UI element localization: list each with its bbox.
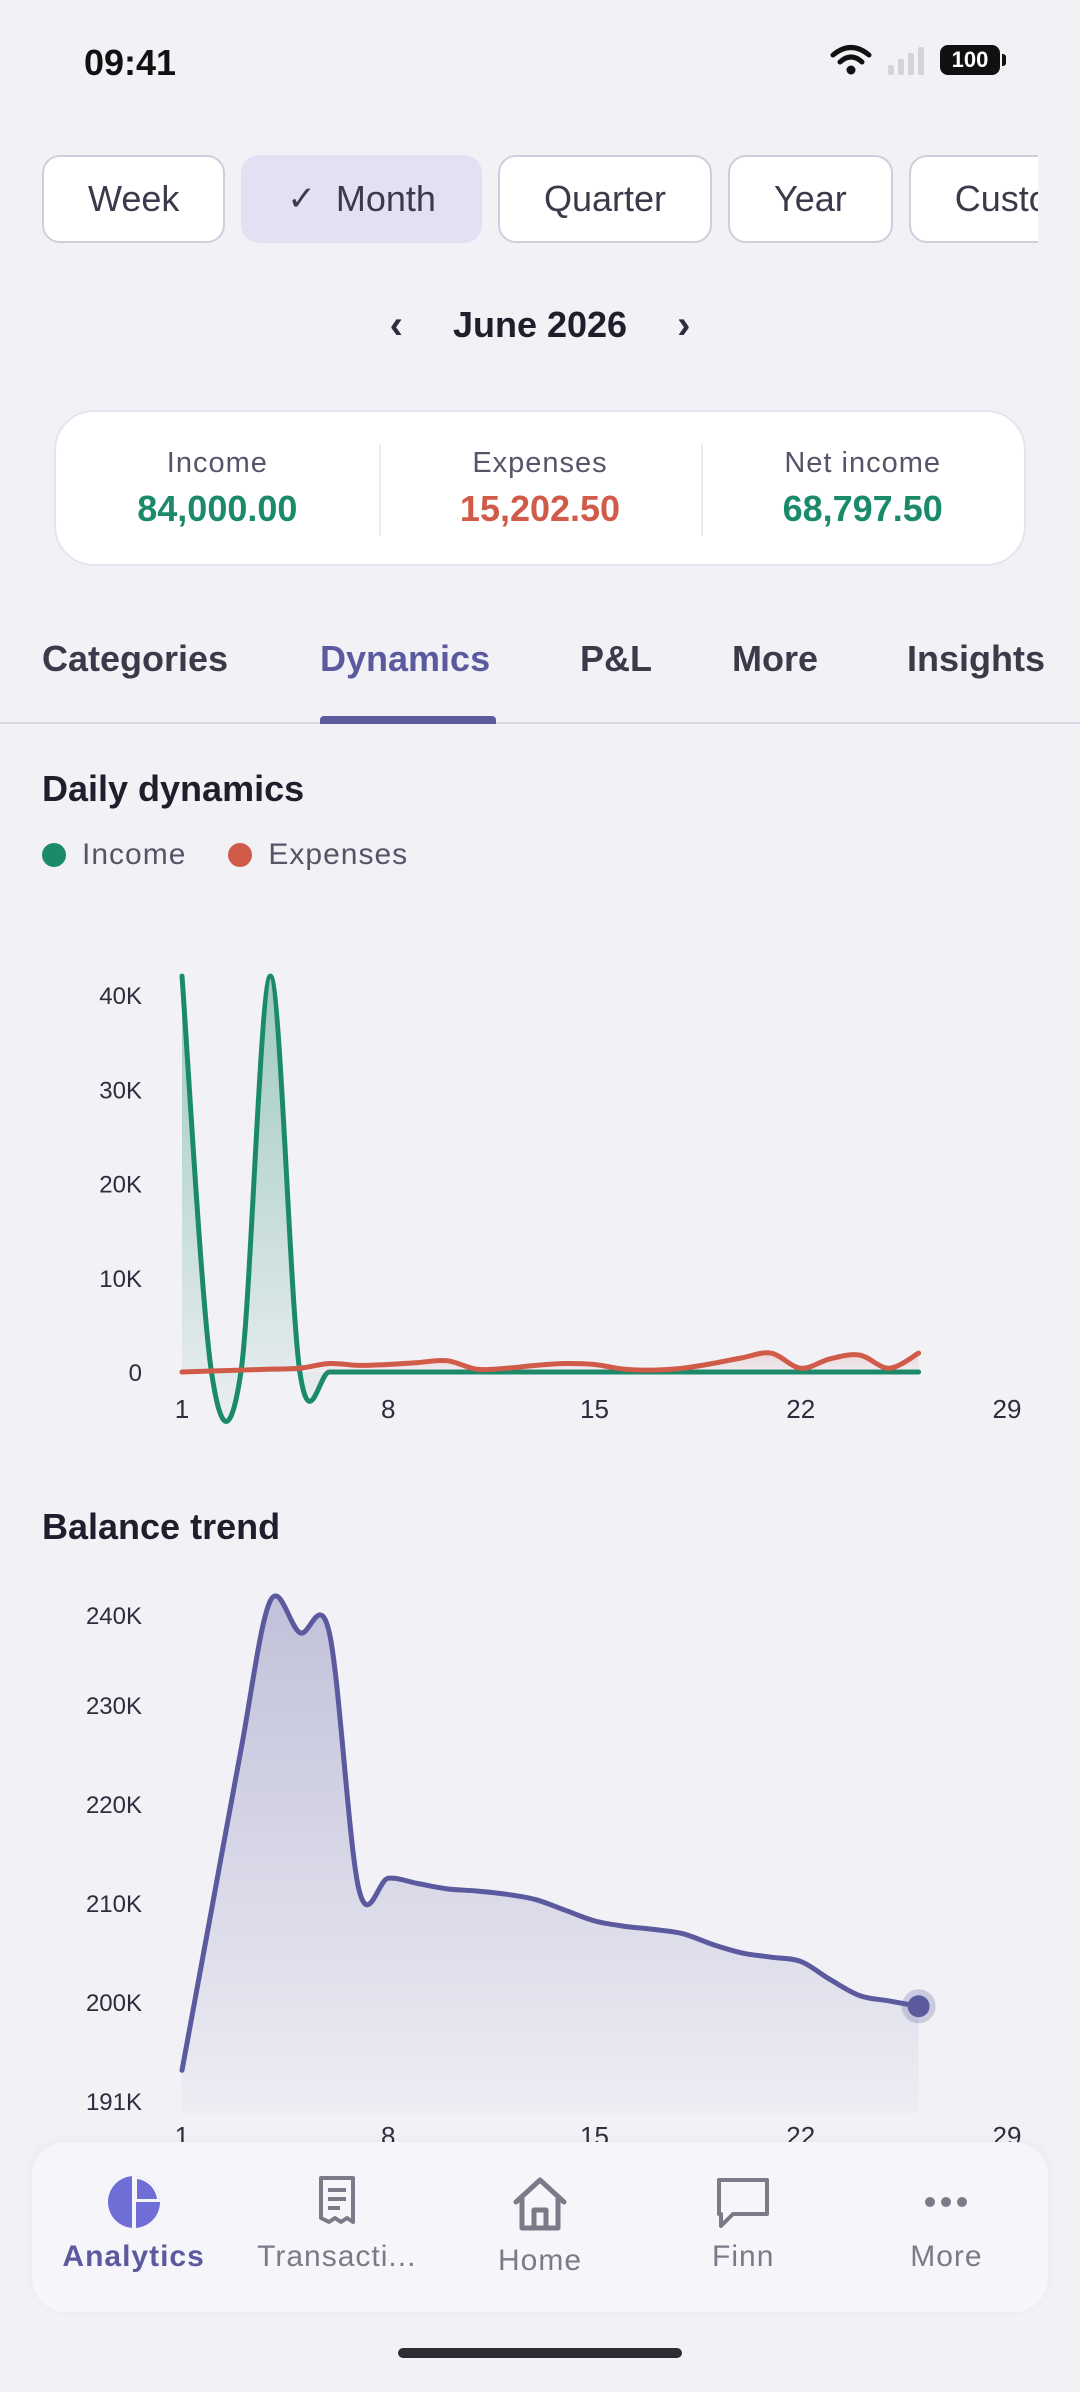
more-dots-icon	[925, 2197, 968, 2207]
net-income-summary: Net income 68,797.50	[701, 412, 1024, 564]
signal-icon	[888, 47, 924, 75]
period-selector: Week ✓ Month Quarter Year Custom	[42, 155, 1038, 245]
period-chip-label: Quarter	[543, 178, 666, 219]
period-chip-custom[interactable]: Custom	[908, 155, 1038, 243]
nav-label-finn: Finn	[712, 2240, 775, 2273]
nav-label-home: Home	[497, 2244, 583, 2277]
y-tick-label: 30K	[99, 1077, 142, 1104]
tab-dynamics[interactable]: Dynamics	[320, 638, 491, 679]
summary-card: Income 84,000.00 Expenses 15,202.50 Net …	[54, 410, 1026, 566]
nav-home[interactable]: Home	[438, 2142, 641, 2312]
status-time: 09:41	[84, 42, 177, 83]
tab-active-indicator	[320, 716, 496, 724]
x-tick-label: 22	[786, 1394, 815, 1424]
x-tick-label: 8	[381, 1394, 395, 1424]
legend-dot-income	[42, 843, 66, 867]
y-tick-label: 200K	[86, 1990, 142, 2017]
period-chip-label: Week	[88, 178, 180, 219]
legend-label-income: Income	[82, 838, 187, 871]
period-chip-week[interactable]: Week	[42, 155, 226, 243]
tab-insights[interactable]: Insights	[907, 638, 1046, 679]
period-chip-quarter[interactable]: Quarter	[497, 155, 712, 243]
pie-chart-icon	[107, 2176, 160, 2228]
y-tick-label: 230K	[86, 1693, 142, 1720]
expenses-value: 15,202.50	[459, 487, 621, 529]
x-tick-label: 29	[993, 1394, 1022, 1424]
x-tick-label: 1	[175, 1394, 189, 1424]
nav-finn[interactable]: Finn	[642, 2142, 845, 2312]
y-tick-label: 210K	[86, 1891, 142, 1918]
y-tick-label: 240K	[86, 1603, 142, 1630]
period-chip-label: Custom	[954, 178, 1038, 219]
daily-dynamics-title: Daily dynamics	[42, 768, 305, 809]
y-tick-label: 20K	[99, 1172, 142, 1199]
home-indicator	[398, 2348, 682, 2358]
nav-label-more: More	[910, 2240, 983, 2273]
income-summary: Income 84,000.00	[56, 412, 379, 564]
series-area-income	[182, 976, 919, 1422]
y-tick-label: 40K	[99, 983, 142, 1010]
nav-more[interactable]: More	[845, 2142, 1048, 2312]
nav-analytics[interactable]: Analytics	[32, 2142, 235, 2312]
y-tick-label: 10K	[99, 1266, 142, 1293]
analytics-tabs: Categories Dynamics P&L More Insights	[0, 620, 1080, 724]
series-line-expenses	[179, 1350, 922, 1375]
y-tick-label: 220K	[86, 1792, 142, 1819]
series-line-balance	[179, 1593, 922, 2073]
series-end-point[interactable]	[907, 1995, 930, 2018]
chart-legend: Income Expenses	[42, 838, 408, 872]
y-tick-label: 0	[129, 1360, 142, 1387]
chat-icon	[717, 2178, 770, 2228]
nav-label-transactions: Transacti...	[257, 2240, 417, 2273]
period-chip-month[interactable]: ✓ Month	[241, 155, 482, 243]
status-icons: 100	[830, 44, 1006, 76]
period-chip-year[interactable]: Year	[727, 155, 893, 243]
period-chip-label: Month	[335, 178, 436, 219]
y-tick-label: 191K	[86, 2089, 142, 2116]
tab-more[interactable]: More	[732, 638, 819, 679]
x-tick-label: 15	[580, 1394, 609, 1424]
net-income-value: 68,797.50	[782, 487, 943, 529]
expenses-caption: Expenses	[472, 446, 608, 479]
legend-label-expenses: Expenses	[268, 838, 409, 871]
expenses-summary: Expenses 15,202.50	[378, 412, 702, 564]
chevron-left-icon[interactable]: ‹	[389, 302, 403, 347]
chevron-right-icon[interactable]: ›	[677, 302, 691, 347]
balance-trend-title: Balance trend	[42, 1506, 281, 1547]
income-value: 84,000.00	[137, 487, 298, 529]
nav-transactions[interactable]: Transacti...	[235, 2142, 438, 2312]
month-navigator: ‹ June 2026 ›	[0, 295, 1080, 355]
legend-item-expenses: Expenses	[228, 838, 408, 872]
net-income-caption: Net income	[784, 446, 942, 479]
daily-dynamics-chart: 0 10K 20K 30K 40K 1 8 15 22 29	[99, 973, 1022, 1424]
series-area-balance	[182, 1595, 919, 2113]
tab-categories[interactable]: Categories	[42, 638, 229, 679]
month-label: June 2026	[452, 304, 628, 345]
income-caption: Income	[166, 446, 268, 479]
home-icon	[513, 2177, 567, 2231]
bottom-nav: Analytics Transacti... Home Finn More	[32, 2142, 1048, 2312]
receipt-icon	[318, 2176, 355, 2224]
status-bar: 09:41 100	[0, 0, 1080, 130]
legend-item-income: Income	[42, 838, 186, 872]
tab-pl[interactable]: P&L	[580, 638, 652, 679]
checkmark-icon: ✓	[287, 180, 316, 218]
legend-dot-expenses	[228, 843, 253, 867]
wifi-icon	[830, 45, 872, 75]
battery-icon: 100	[940, 45, 1006, 75]
nav-label-analytics: Analytics	[62, 2240, 205, 2273]
period-chip-label: Year	[773, 178, 847, 219]
